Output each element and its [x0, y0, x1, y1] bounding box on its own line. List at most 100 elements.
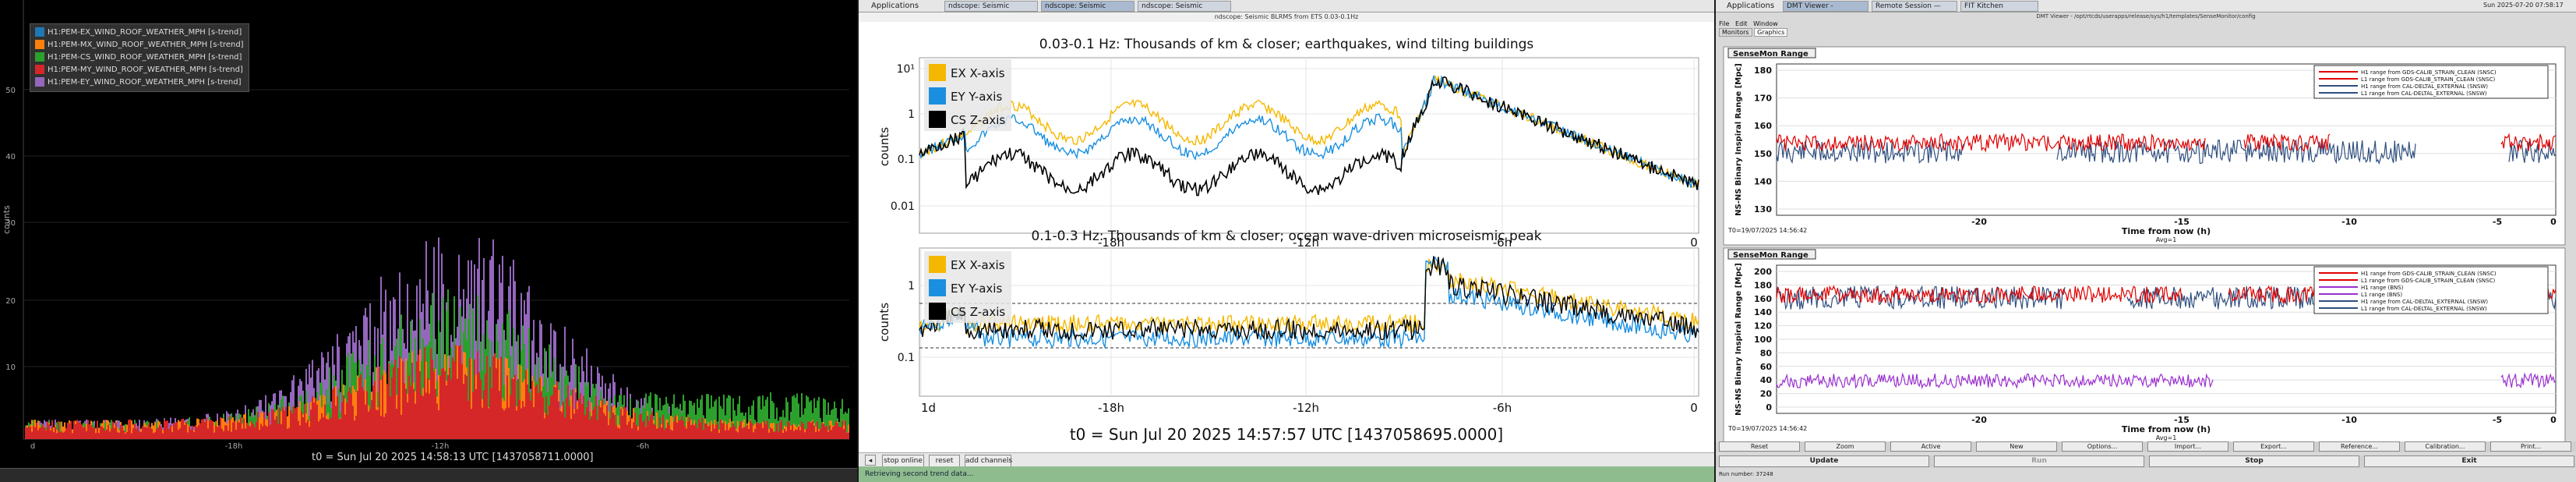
dmt-btn-exit[interactable]: Exit: [2364, 455, 2574, 467]
dmt-btn-reset[interactable]: Reset: [1719, 441, 1800, 452]
wind-trend-bar: [125, 433, 126, 439]
wind-trend-bar: [572, 389, 573, 439]
wind-trend-bar: [499, 264, 500, 439]
top-ytick: 0.1: [898, 154, 915, 166]
menu-edit[interactable]: Edit: [1735, 20, 1748, 27]
wind-trend-bar: [785, 397, 787, 439]
wind-trend-bar: [41, 427, 42, 439]
dmt-btn-zoom[interactable]: Zoom: [1805, 441, 1886, 452]
wind-trend-bar: [376, 409, 377, 439]
wind-trend-bar: [81, 424, 83, 439]
wind-trend-bar: [764, 420, 765, 439]
scroll-left-icon[interactable]: ◂: [865, 455, 876, 466]
wind-trend-bar: [619, 395, 620, 439]
wind-trend-bar: [686, 416, 687, 439]
seismic-plots[interactable]: 0.03-0.1 Hz: Thousands of km & closer; e…: [859, 22, 1714, 459]
wind-trend-bar: [759, 424, 760, 439]
wind-trend-bar: [136, 428, 137, 439]
sensemon-ytick: 140: [1754, 176, 1772, 186]
taskbar-tab-dmt[interactable]: DMT Viewer - /opt/rtcds/...: [1783, 1, 1868, 12]
dmt-btn-reference[interactable]: Reference...: [2319, 441, 2400, 452]
wind-trend-bar: [410, 386, 411, 439]
legend-swatch: [35, 65, 44, 74]
sensemon-plots[interactable]: SenseMon Range 180 170 160 150 140 130 -20 -15 -1…: [1716, 37, 2576, 443]
wind-trend-bar: [762, 395, 764, 439]
dmt-btn-print[interactable]: Print...: [2490, 441, 2571, 452]
dmt-btn-stop[interactable]: Stop: [2149, 455, 2359, 467]
wind-trend-bar: [492, 239, 494, 439]
menu-file[interactable]: File: [1719, 20, 1730, 27]
wind-trend-bar: [773, 431, 775, 439]
wind-trend-bar: [723, 423, 725, 439]
wind-trend-bar: [95, 433, 97, 439]
wind-trend-bar: [499, 391, 500, 439]
dmt-btn-active[interactable]: Active: [1890, 441, 1971, 452]
taskbar-tab-chrome[interactable]: FIT Kitchen (Chrome): [1960, 1, 2038, 12]
dmt-btn-export[interactable]: Export...: [2233, 441, 2314, 452]
taskbar-tab-1[interactable]: ndscope: Seismic BLRMS f...: [944, 1, 1038, 12]
top-plot-title: 0.03-0.1 Hz: Thousands of km & closer; e…: [1039, 37, 1534, 52]
wind-trend-bar: [843, 429, 845, 439]
tab-monitors[interactable]: Monitors: [1719, 28, 1752, 37]
sensemon-legend-label: H1 range from CAL-DELTAL_EXTERNAL (SNSW): [2361, 83, 2488, 90]
dmt-btn-new[interactable]: New: [1976, 441, 2057, 452]
wind-trend-bar: [45, 430, 47, 439]
wind-trend-bar: [709, 425, 711, 439]
wind-trend-bar: [452, 357, 453, 439]
wind-trend-bar: [510, 395, 511, 439]
wind-trend-bar: [486, 356, 488, 439]
seismic-topbar: Applications ndscope: Seismic BLRMS f...…: [859, 0, 1714, 12]
dmt-toolbar-row2: Update Run Stop Exit: [1716, 455, 2576, 468]
sensemon-xtick: -10: [2341, 415, 2357, 425]
dmt-btn-import[interactable]: Import...: [2147, 441, 2228, 452]
wind-trend-bar: [352, 406, 354, 439]
sensemon-chart-tab[interactable]: [1727, 48, 1816, 58]
tab-graphics[interactable]: Graphics: [1754, 28, 1788, 37]
wind-trend-bar: [510, 266, 511, 439]
wind-trend-bar: [404, 383, 405, 439]
sensemon-xtick: -5: [2493, 415, 2502, 425]
wind-trend-plot[interactable]: 50 40 30 20 10 d -18h -12h -6h counts t0 = Sun J…: [0, 0, 857, 482]
wind-trend-bar: [746, 424, 748, 439]
wind-trend-window: 50 40 30 20 10 d -18h -12h -6h counts t0 = Sun J…: [0, 0, 857, 482]
applications-menu[interactable]: Applications: [871, 2, 919, 10]
wind-trend-bar: [503, 410, 505, 439]
wind-trend-bar: [823, 424, 824, 439]
wind-ytick: 20: [5, 297, 16, 306]
sensemon-chart-tab[interactable]: [1727, 249, 1816, 260]
wind-trend-bar: [775, 431, 776, 439]
applications-menu-2[interactable]: Applications: [1727, 2, 1775, 10]
seismic-control-bar: ◂ stop online reset add channels: [859, 452, 1714, 467]
reset-button[interactable]: reset: [929, 455, 960, 467]
taskbar-tab-3[interactable]: ndscope: Seismic BLRMS f...: [1138, 1, 1231, 12]
dmt-btn-calibration[interactable]: Calibration...: [2405, 441, 2486, 452]
wind-trend-bar: [474, 264, 475, 439]
wind-trend-bar: [544, 348, 545, 439]
dmt-btn-run[interactable]: Run: [1934, 455, 2144, 467]
wind-trend-bar: [319, 419, 321, 439]
dmt-btn-update[interactable]: Update: [1719, 455, 1929, 467]
wind-trend-bar: [556, 381, 558, 439]
sensemon-topbar: Applications DMT Viewer - /opt/rtcds/...…: [1716, 0, 2576, 12]
wind-trend-bar: [298, 420, 299, 439]
wind-trend-bar: [544, 418, 545, 439]
legend-swatch: [35, 40, 44, 49]
wind-trend-bar: [388, 363, 390, 439]
taskbar-tab-2[interactable]: ndscope: Seismic BLRMS f...: [1041, 1, 1134, 12]
taskbar-tab-mozilla[interactable]: Remote Session — Mozilla ...: [1872, 1, 1957, 12]
wind-trend-bar: [475, 389, 477, 439]
wind-trend-bar: [796, 393, 798, 439]
wind-trend-bar: [282, 406, 284, 439]
menu-window[interactable]: Window: [1753, 20, 1778, 27]
wind-trend-bar: [240, 416, 242, 439]
wind-trend-bar: [711, 395, 712, 439]
wind-trend-bar: [602, 399, 603, 439]
sensemon-legend: [2313, 266, 2549, 314]
add-channels-button[interactable]: add channels: [965, 455, 1012, 467]
dmt-btn-options[interactable]: Options...: [2062, 441, 2143, 452]
stop-online-button[interactable]: stop online: [882, 455, 924, 467]
wind-trend-bar: [274, 420, 276, 439]
wind-trend-bar: [662, 415, 664, 439]
wind-trend-bar: [118, 432, 120, 439]
wind-trend-bar: [390, 396, 391, 439]
